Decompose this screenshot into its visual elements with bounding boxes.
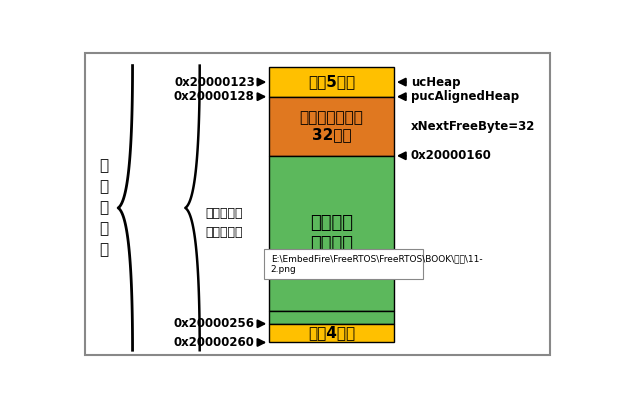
FancyBboxPatch shape — [269, 156, 394, 311]
Text: 系统管理的
堆内存空间: 系统管理的 堆内存空间 — [205, 208, 243, 240]
Text: 未分配的
内存空间: 未分配的 内存空间 — [310, 214, 353, 253]
Text: 舍弃4字节: 舍弃4字节 — [308, 326, 355, 341]
Text: 0x20000123: 0x20000123 — [174, 76, 255, 88]
Text: E:\EmbedFire\FreeRTOS\FreeRTOS\BOOK\图片\11-
2.png: E:\EmbedFire\FreeRTOS\FreeRTOS\BOOK\图片\1… — [271, 254, 482, 274]
Text: ucHeap: ucHeap — [411, 76, 461, 88]
Text: 0x20000160: 0x20000160 — [411, 149, 491, 162]
FancyBboxPatch shape — [269, 324, 394, 343]
Text: xNextFreeByte=32: xNextFreeByte=32 — [411, 120, 535, 133]
Text: 内
存
总
大
小: 内 存 总 大 小 — [99, 158, 108, 257]
Text: 0x20000128: 0x20000128 — [174, 90, 255, 103]
Text: 0x20000256: 0x20000256 — [174, 317, 255, 330]
FancyBboxPatch shape — [264, 249, 423, 279]
Text: 舍弃5字节: 舍弃5字节 — [308, 74, 355, 89]
FancyBboxPatch shape — [269, 97, 394, 156]
Text: 0x20000260: 0x20000260 — [174, 336, 255, 349]
Text: 已分配内存空间
32字节: 已分配内存空间 32字节 — [300, 110, 363, 143]
FancyBboxPatch shape — [269, 311, 394, 324]
FancyBboxPatch shape — [269, 67, 394, 97]
Text: pucAlignedHeap: pucAlignedHeap — [411, 90, 519, 103]
